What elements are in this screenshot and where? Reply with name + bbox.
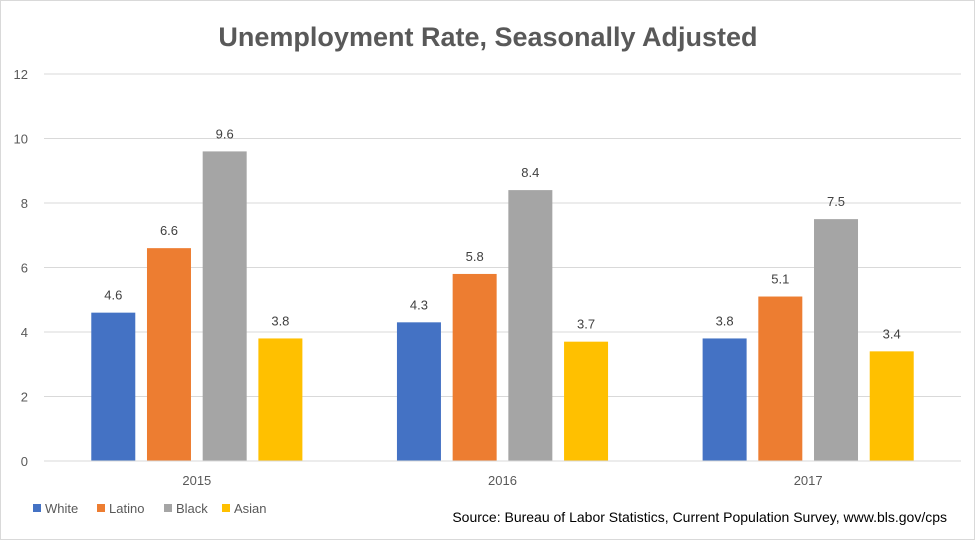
data-label: 6.6 [160,223,178,238]
bar-white-2016 [396,322,441,461]
y-tick-label: 6 [21,261,28,276]
legend-label-latino: Latino [109,501,144,516]
source-note: Source: Bureau of Labor Statistics, Curr… [452,509,947,525]
y-tick-label: 12 [14,67,28,82]
x-axis-tick-labels: 2015 2016 2017 [182,473,822,488]
y-axis-tick-labels: 0 2 4 6 8 10 12 [14,67,28,469]
bar-white-2015 [91,312,136,461]
bar-latino-2016 [452,273,497,461]
bar-black-2015 [202,151,247,461]
bar-white-2017 [702,338,747,461]
data-label: 5.1 [771,272,789,287]
y-tick-label: 0 [21,454,28,469]
data-label: 9.6 [216,126,234,141]
gridlines [44,73,961,397]
x-tick-label: 2017 [794,473,823,488]
legend: White Latino Black Asian [33,501,267,516]
bar-latino-2015 [146,248,191,461]
bar-asian-2015 [258,338,303,461]
data-label: 7.5 [827,194,845,209]
data-labels: 4.6 6.6 9.6 3.8 4.3 5.8 8.4 3.7 3.8 5.1 7.5 3.4 [104,126,901,341]
y-tick-label: 8 [21,196,28,211]
bar-black-2016 [508,190,553,461]
bars [91,151,914,461]
legend-label-white: White [45,501,78,516]
bar-asian-2016 [564,341,609,461]
data-label: 5.8 [466,249,484,264]
data-label: 3.7 [577,317,595,332]
legend-swatch-white [33,504,41,512]
data-label: 3.4 [883,326,901,341]
y-tick-label: 10 [14,132,28,147]
bar-latino-2017 [758,296,803,461]
legend-label-asian: Asian [234,501,267,516]
bar-black-2017 [814,219,859,461]
y-tick-label: 2 [21,390,28,405]
legend-swatch-asian [222,504,230,512]
data-label: 3.8 [271,313,289,328]
legend-swatch-black [164,504,172,512]
x-tick-label: 2016 [488,473,517,488]
data-label: 8.4 [521,165,539,180]
legend-swatch-latino [97,504,105,512]
chart-title: Unemployment Rate, Seasonally Adjusted [218,22,757,52]
data-label: 4.3 [410,297,428,312]
bar-asian-2017 [869,351,914,461]
data-label: 4.6 [104,288,122,303]
legend-label-black: Black [176,501,208,516]
x-tick-label: 2015 [182,473,211,488]
data-label: 3.8 [716,313,734,328]
y-tick-label: 4 [21,325,28,340]
